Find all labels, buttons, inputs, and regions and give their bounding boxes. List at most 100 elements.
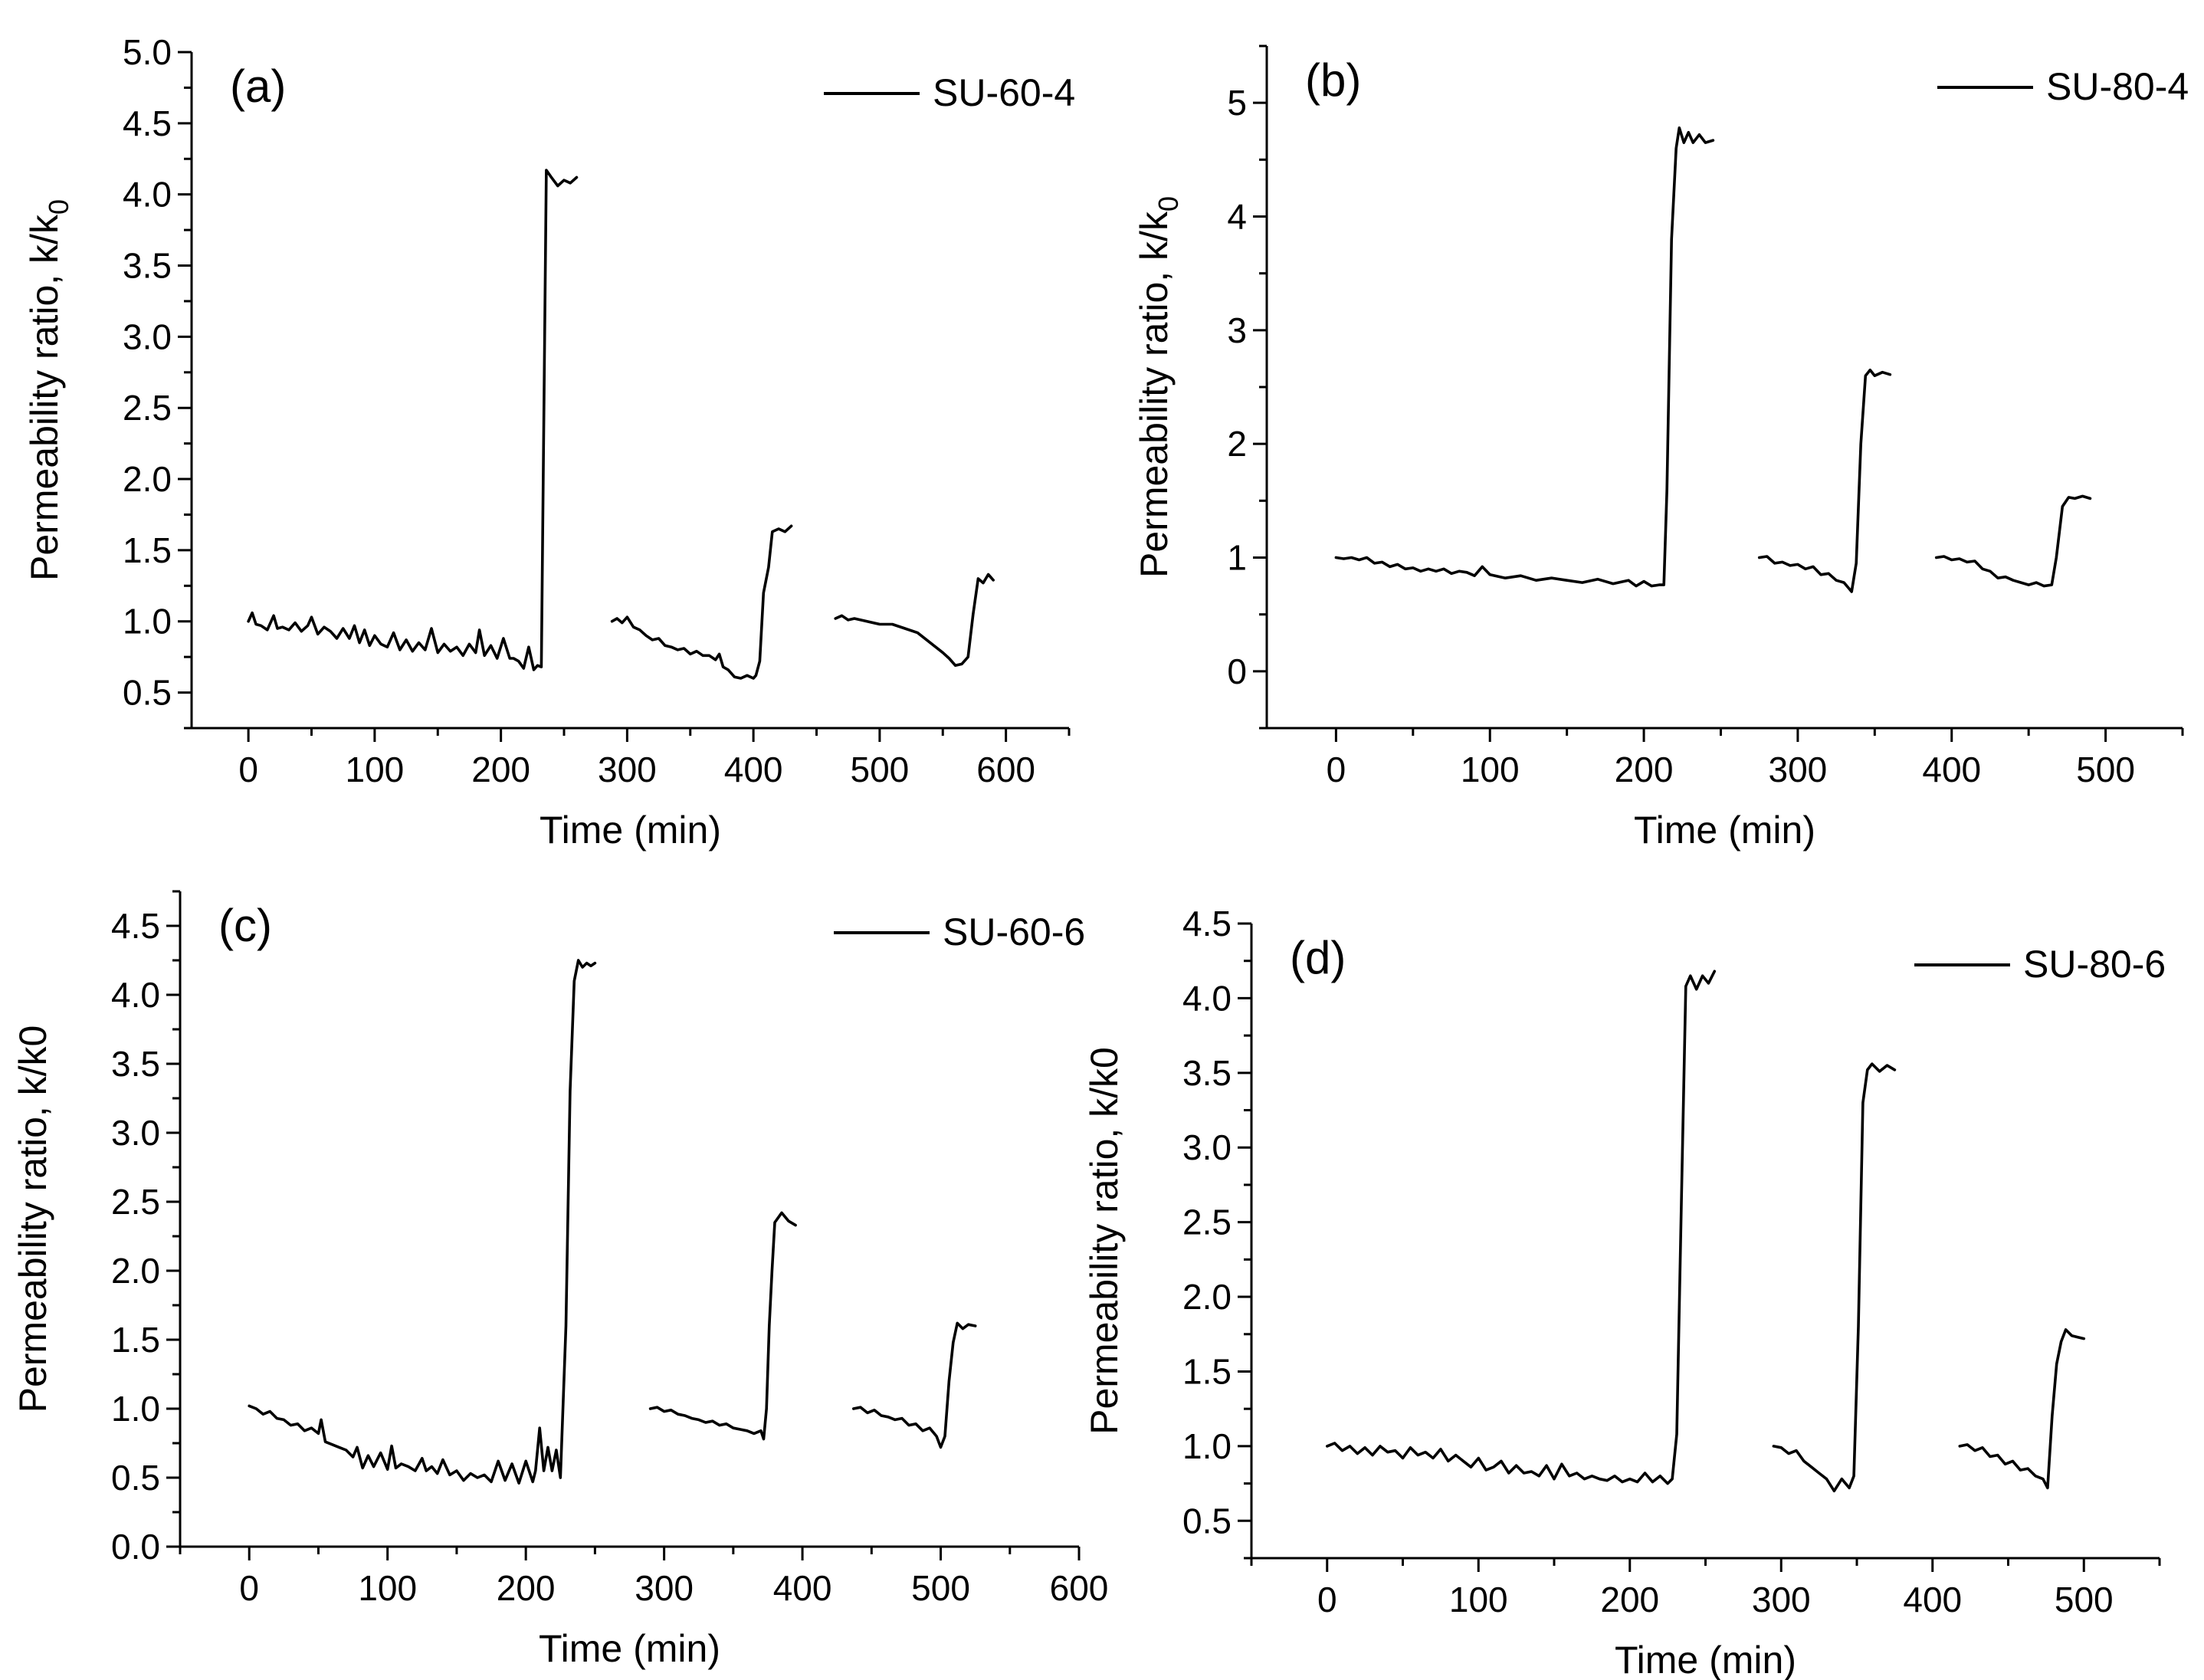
x-axis-title: Time (min): [539, 1627, 720, 1670]
series-line: [648, 1211, 797, 1441]
x-tick-label: 0: [238, 750, 258, 789]
x-tick-label: 200: [497, 1568, 556, 1608]
y-tick-label: 4.0: [123, 175, 172, 215]
y-tick-label: 0: [1227, 651, 1247, 691]
x-tick-label: 0: [1317, 1580, 1337, 1619]
y-axis-title-text: Permeability ratio, k/k0: [1083, 1047, 1126, 1435]
series-line: [247, 169, 579, 671]
legend-entry: SU-60-4: [933, 71, 1075, 114]
y-tick-label: 2.0: [111, 1251, 160, 1291]
x-axis-title: Time (min): [540, 809, 721, 851]
y-tick-label: 2.5: [111, 1182, 160, 1222]
x-tick-label: 200: [471, 750, 530, 789]
panel-c: 0 100 200 300 400 500 600 0.0 0.5 1.0 1.5 2.0 2.5 3.0…: [11, 890, 1109, 1670]
panel-d: 0 100 200 300 400 500 0.5 1.0 1.5 2.0 2.5 3.0 3.5 4.0…: [1083, 904, 2166, 1680]
series-line: [1958, 1328, 2086, 1490]
x-tick-label: 300: [598, 750, 657, 789]
series-line: [1334, 126, 1715, 588]
y-tick-label: 1.5: [1182, 1351, 1232, 1391]
y-axis-title: Permeability ratio, k/k0: [1083, 1047, 1126, 1435]
y-tick-label: 0.5: [123, 673, 172, 713]
y-axis-title: Permeability ratio, k/k0: [23, 199, 74, 581]
y-tick-label: 1.0: [111, 1389, 160, 1429]
x-axis-title: Time (min): [1634, 809, 1815, 851]
legend-entry: SU-60-6: [943, 911, 1085, 953]
y-tick-label: 4.0: [111, 975, 160, 1015]
x-tick-label: 200: [1615, 750, 1674, 789]
x-tick-label: 100: [1461, 750, 1520, 789]
y-tick-label: 2.5: [1182, 1203, 1232, 1242]
y-tick-label: 3.0: [111, 1113, 160, 1153]
y-tick-label: 0.0: [111, 1527, 160, 1567]
y-tick-label: 1.0: [123, 602, 172, 641]
y-tick-label: 4.0: [1182, 978, 1232, 1018]
x-tick-label: 300: [635, 1568, 694, 1608]
legend-entry: SU-80-6: [2023, 943, 2166, 986]
y-tick-label: 4.5: [123, 103, 172, 143]
y-tick-label: 1.0: [1182, 1426, 1232, 1466]
x-tick-label: 300: [1769, 750, 1828, 789]
x-tick-label: 300: [1752, 1580, 1811, 1619]
panel-b: 0 100 200 300 400 500 0 1 2 3 4 5 Time (min) Permeabi…: [1133, 44, 2189, 851]
x-axis-title: Time (min): [1615, 1639, 1796, 1680]
x-tick-label: 400: [773, 1568, 832, 1608]
series-line: [852, 1321, 977, 1449]
y-tick-label: 3.5: [123, 246, 172, 286]
y-axis-title: Permeability ratio, k/k0: [1133, 196, 1184, 578]
y-tick-label: 3.5: [1182, 1053, 1232, 1093]
x-tick-label: 100: [1449, 1580, 1508, 1619]
x-tick-label: 100: [358, 1568, 417, 1608]
y-axis-title-text: Permeability ratio, k/k: [23, 214, 66, 581]
series-line: [1757, 368, 1892, 593]
y-tick-label: 1: [1227, 538, 1247, 578]
x-tick-label: 200: [1600, 1580, 1659, 1619]
y-axis-title-subscript: 0: [43, 199, 74, 215]
y-tick-label: 5.0: [123, 32, 172, 72]
y-axis-title-subscript: 0: [1153, 196, 1184, 212]
y-tick-label: 0.5: [111, 1458, 160, 1498]
y-tick-label: 3.0: [123, 317, 172, 356]
x-tick-label: 400: [1903, 1580, 1962, 1619]
series-line: [834, 573, 995, 668]
y-tick-label: 3: [1227, 310, 1247, 350]
series-line: [610, 524, 793, 680]
y-tick-label: 4.5: [111, 906, 160, 946]
y-axis-title-text: Permeability ratio, k/k: [1133, 211, 1176, 578]
y-tick-label: 1.5: [111, 1320, 160, 1360]
x-tick-label: 0: [1327, 750, 1346, 789]
panel-label: (b): [1305, 54, 1361, 106]
y-tick-label: 4: [1227, 197, 1247, 237]
x-tick-label: 600: [1050, 1568, 1109, 1608]
y-tick-label: 4.5: [1182, 904, 1232, 943]
y-axis-title-text: Permeability ratio, k/k0: [11, 1025, 54, 1413]
series-line: [1772, 1062, 1897, 1493]
y-tick-label: 5: [1227, 83, 1247, 123]
x-tick-label: 100: [346, 750, 405, 789]
y-tick-label: 0.5: [1182, 1501, 1232, 1541]
x-tick-label: 500: [851, 750, 910, 789]
x-tick-label: 500: [2055, 1580, 2114, 1619]
panel-label: (c): [218, 900, 272, 951]
y-tick-label: 2.5: [123, 388, 172, 428]
x-tick-label: 0: [239, 1568, 259, 1608]
panel-a: 0 100 200 300 400 500 600 0.5 1.0 1.5 2.0 2.5 3.0 3.5…: [23, 32, 1075, 851]
y-tick-label: 1.5: [123, 530, 172, 570]
y-axis-title: Permeability ratio, k/k0: [11, 1025, 54, 1413]
x-tick-label: 600: [976, 750, 1035, 789]
x-tick-label: 500: [2076, 750, 2135, 789]
y-tick-label: 3.5: [111, 1044, 160, 1084]
y-tick-label: 2.0: [1182, 1277, 1232, 1317]
y-tick-label: 3.0: [1182, 1127, 1232, 1167]
series-line: [1326, 970, 1717, 1485]
series-line: [1934, 494, 2092, 588]
y-tick-label: 2: [1227, 424, 1247, 464]
x-tick-label: 400: [724, 750, 783, 789]
panel-label: (a): [230, 61, 286, 112]
x-tick-label: 400: [1922, 750, 1981, 789]
y-tick-label: 2.0: [123, 459, 172, 499]
legend-entry: SU-80-4: [2046, 65, 2189, 108]
series-line: [248, 959, 597, 1485]
panel-label: (d): [1290, 932, 1346, 983]
x-tick-label: 500: [911, 1568, 970, 1608]
